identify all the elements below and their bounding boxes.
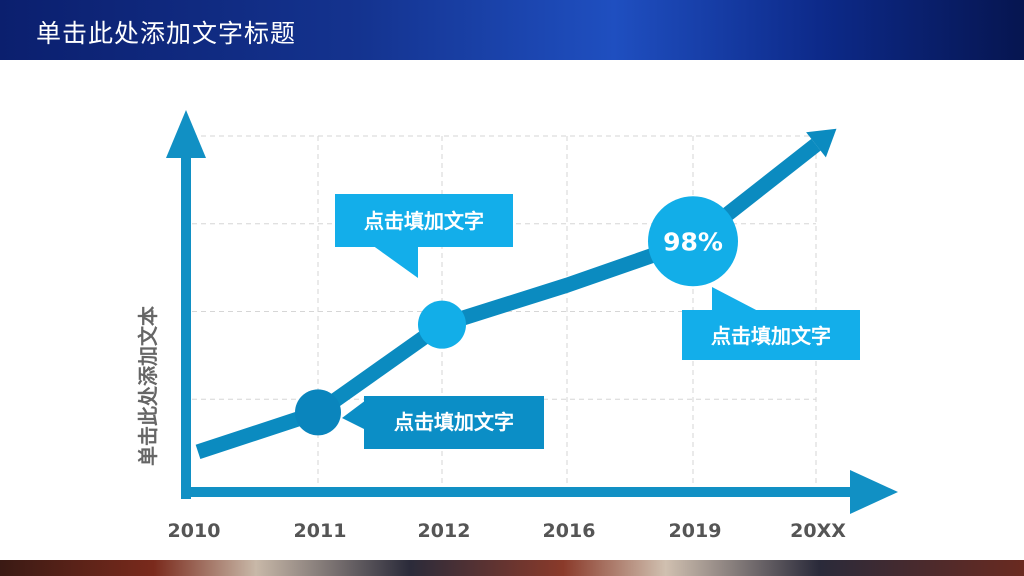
x-tick-label: 20XX [790, 520, 846, 542]
callout-text-middle: 点击填加文字 [394, 410, 514, 434]
x-tick-label: 2012 [418, 520, 471, 542]
x-tick-label: 2010 [168, 520, 221, 542]
data-point-2019 [648, 196, 738, 287]
data-point-label: 98% [663, 227, 723, 256]
x-tick-label: 2019 [669, 520, 722, 542]
callout-tail-top [372, 245, 418, 278]
y-axis [181, 150, 191, 499]
y-axis-label: 单击此处添加文本 [136, 306, 160, 466]
x-tick-label: 2011 [294, 520, 347, 542]
x-axis-arrow [850, 470, 898, 514]
callout-tail-right [712, 287, 760, 312]
x-axis [181, 487, 856, 497]
callout-text-right: 点击填加文字 [711, 324, 831, 348]
y-axis-arrow [166, 110, 206, 158]
footer-photo-strip [0, 560, 1024, 576]
callout-box-top [335, 194, 513, 247]
data-point-2011 [295, 389, 341, 436]
series-arrow-head [806, 128, 837, 158]
data-point-2012 [418, 300, 466, 349]
callout-text-top: 点击填加文字 [364, 209, 484, 233]
callout-tail-middle [342, 400, 366, 430]
page-title: 单击此处添加文字标题 [36, 19, 297, 48]
x-tick-labels: 2010 2011 2012 2016 2019 20XX [168, 520, 847, 542]
callout-box-right [682, 310, 860, 360]
x-tick-label: 2016 [543, 520, 596, 542]
callout-box-middle [364, 396, 544, 449]
highlighted-points: 98% [295, 196, 738, 436]
title-bar: 单击此处添加文字标题 [0, 0, 1024, 60]
